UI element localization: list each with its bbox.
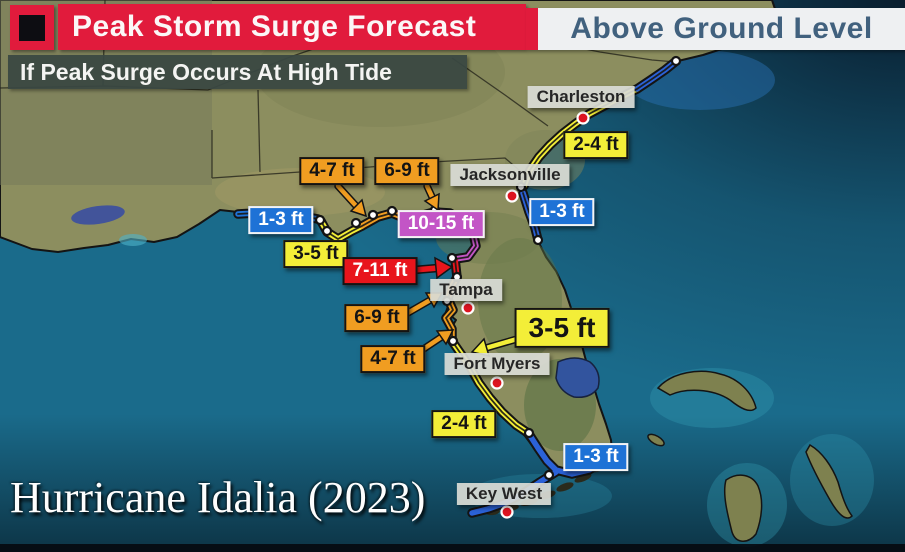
bottom-strip	[0, 544, 905, 552]
surge-label-2-4-charleston: 2-4 ft	[563, 131, 629, 159]
surge-label-1-3-northeast-florida: 1-3 ft	[529, 198, 595, 226]
city-label-charleston: Charleston	[527, 86, 635, 108]
city-markers	[461, 111, 590, 519]
surge-label-4-7-south-of-tampa: 4-7 ft	[360, 345, 426, 373]
island-abaco	[656, 370, 757, 412]
city-label-jacksonville: Jacksonville	[450, 164, 570, 186]
surge-label-3-5-southwest-florida: 3-5 ft	[514, 307, 610, 349]
header-condition: If Peak Surge Occurs At High Tide	[8, 55, 467, 89]
city-dot-tampa	[461, 301, 475, 315]
storm-title: Hurricane Idalia (2023)	[10, 473, 426, 522]
header-qualifier: Above Ground Level	[526, 8, 905, 50]
island-andros	[723, 474, 763, 542]
city-dot-jacksonville	[505, 189, 519, 203]
header-bullet-icon	[10, 5, 54, 50]
label-arrows	[334, 182, 528, 358]
surge-label-6-9-tampa: 6-9 ft	[344, 304, 410, 332]
lakes	[71, 205, 600, 399]
city-dot-charleston	[576, 111, 590, 125]
surge-label-3-5-apalachee: 3-5 ft	[283, 240, 349, 268]
surge-label-7-11-nature-coast: 7-11 ft	[342, 257, 418, 285]
city-label-fort-myers: Fort Myers	[444, 353, 550, 375]
surge-label-1-3-keys: 1-3 ft	[563, 443, 629, 471]
arrow-4-7-panhandle	[334, 182, 368, 218]
segment-break-markers	[314, 55, 682, 481]
arrow-6-9-panhandle	[423, 182, 440, 212]
surge-label-10-15-big-bend: 10-15 ft	[397, 210, 485, 238]
arrow-7-11	[409, 256, 454, 280]
surge-label-2-4-fort-myers-south: 2-4 ft	[431, 410, 497, 438]
surge-label-6-9-panhandle-east: 6-9 ft	[374, 157, 440, 185]
surge-label-1-3-panhandle: 1-3 ft	[248, 206, 314, 234]
city-label-tampa: Tampa	[430, 279, 502, 301]
header-title: Peak Storm Surge Forecast	[58, 4, 526, 50]
island-eleuthera	[805, 443, 853, 519]
surge-label-4-7-panhandle-west: 4-7 ft	[299, 157, 365, 185]
city-dot-fort-myers	[490, 376, 504, 390]
city-dot-key-west	[500, 505, 514, 519]
city-label-key-west: Key West	[456, 483, 552, 505]
black-square-icon	[19, 14, 45, 41]
